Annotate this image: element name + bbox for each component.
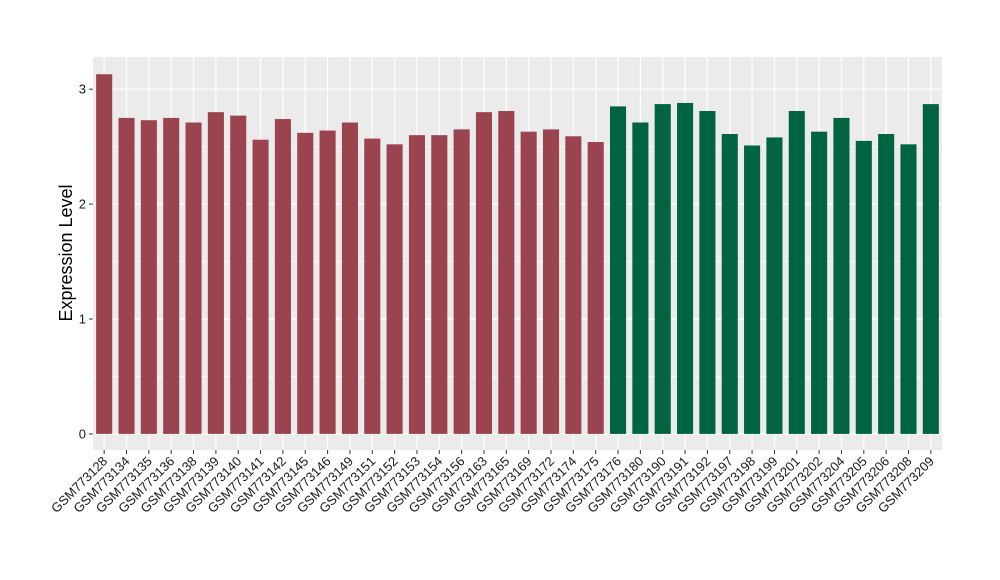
bar-GSM773198 xyxy=(744,145,761,434)
bar-GSM773151 xyxy=(364,138,381,434)
bars xyxy=(96,74,939,434)
bar-GSM773136 xyxy=(163,117,180,434)
bar-GSM773204 xyxy=(833,117,850,434)
bar-GSM773145 xyxy=(297,132,314,434)
bar-GSM773172 xyxy=(542,129,560,434)
bar-GSM773165 xyxy=(498,111,515,434)
y-tick-label: 0 xyxy=(79,426,86,441)
y-axis-title: Expression Level xyxy=(56,184,76,321)
bar-GSM773142 xyxy=(274,119,291,434)
bar-GSM773191 xyxy=(677,102,694,434)
bar-GSM773199 xyxy=(766,137,783,434)
y-tick-label: 2 xyxy=(79,197,86,212)
bar-GSM773201 xyxy=(788,111,805,434)
bar-GSM773128 xyxy=(96,74,113,434)
bar-GSM773197 xyxy=(721,133,738,434)
bar-GSM773176 xyxy=(609,106,627,434)
bar-GSM773153 xyxy=(408,135,426,434)
bar-GSM773141 xyxy=(252,139,269,434)
bar-GSM773180 xyxy=(632,122,649,434)
bar-GSM773206 xyxy=(878,133,895,434)
bar-GSM773202 xyxy=(811,131,828,434)
y-tick-label: 3 xyxy=(79,82,86,97)
bar-GSM773209 xyxy=(922,104,939,434)
bar-GSM773190 xyxy=(654,104,671,434)
bar-GSM773139 xyxy=(207,112,224,434)
bar-GSM773146 xyxy=(319,130,336,434)
y-tick-label: 1 xyxy=(79,312,86,327)
bar-GSM773163 xyxy=(475,112,493,434)
bar-GSM773149 xyxy=(341,122,358,434)
bar-GSM773175 xyxy=(587,142,604,434)
bar-GSM773135 xyxy=(140,120,157,434)
bar-GSM773140 xyxy=(230,115,247,434)
y-axis: 0 1 2 3 xyxy=(79,82,93,441)
bar-GSM773208 xyxy=(900,144,917,434)
bar-GSM773156 xyxy=(453,129,470,434)
bar-GSM773205 xyxy=(855,140,872,434)
bar-GSM773138 xyxy=(185,122,202,434)
bar-GSM773169 xyxy=(520,131,537,434)
bar-GSM773174 xyxy=(565,136,582,434)
bar-GSM773192 xyxy=(699,111,716,434)
bar-GSM773154 xyxy=(431,135,448,434)
bar-GSM773152 xyxy=(386,144,403,434)
bar-GSM773134 xyxy=(118,117,135,434)
x-axis: GSM773128GSM773134GSM773135GSM773136GSM7… xyxy=(48,450,937,516)
